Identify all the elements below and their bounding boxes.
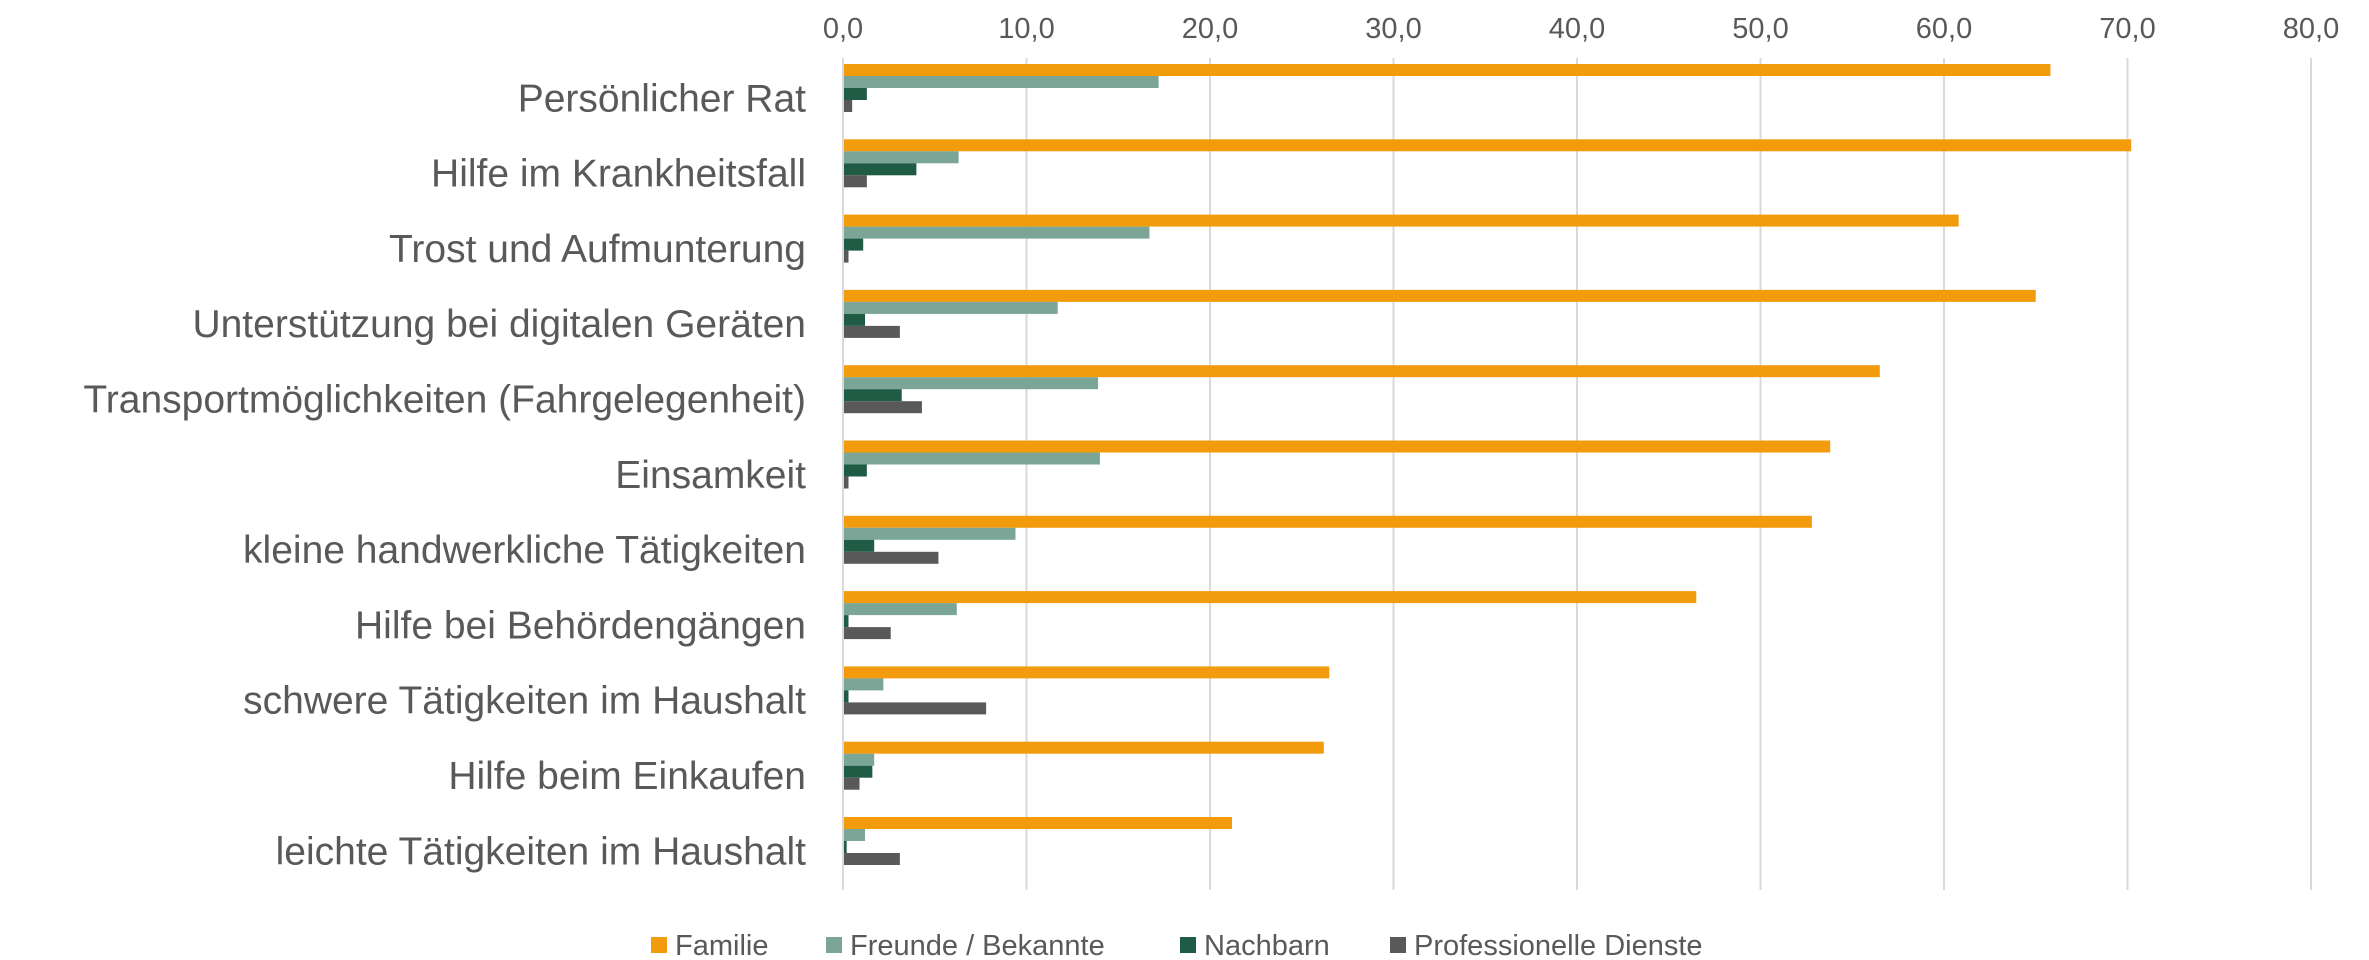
x-tick-label: 40,0	[1549, 13, 1605, 45]
bar-professionelle-dienste	[843, 476, 849, 489]
x-tick-label: 50,0	[1732, 13, 1788, 45]
bar-professionelle-dienste	[843, 175, 867, 188]
x-axis-tick-labels: 0,0 10,0 20,0 30,0 40,0 50,0 60,0 70,0 80,0	[823, 13, 2339, 45]
x-tick-label: 60,0	[1916, 13, 1972, 45]
bar-nachbarn	[843, 389, 902, 402]
bar-freunde-bekannte	[843, 829, 866, 841]
bar-nachbarn	[843, 464, 867, 477]
bar-familie	[843, 64, 2051, 76]
legend-label: Nachbarn	[1204, 930, 1330, 960]
bar-freunde-bekannte	[843, 452, 1100, 465]
bar-professionelle-dienste	[843, 401, 922, 414]
bar-nachbarn	[843, 88, 867, 100]
legend-swatch	[651, 937, 667, 953]
bar-nachbarn	[843, 238, 864, 251]
bar-professionelle-dienste	[843, 100, 853, 112]
x-tick-label: 80,0	[2283, 13, 2339, 45]
bar-professionelle-dienste	[843, 627, 891, 640]
bar-familie	[843, 817, 1233, 829]
legend: Familie Freunde / Bekannte Nachbarn Profess…	[651, 930, 1703, 960]
bar-familie	[843, 440, 1831, 453]
legend-swatch	[1390, 937, 1406, 953]
bar-freunde-bekannte	[843, 226, 1150, 239]
bar-familie	[843, 591, 1697, 604]
bar-familie	[843, 139, 2132, 152]
category-label: Trost und Aufmunterung	[389, 228, 806, 271]
bar-nachbarn	[843, 765, 873, 778]
gridlines	[1025, 58, 2312, 890]
category-label: Transportmöglichkeiten (Fahrgelegenheit)	[83, 378, 806, 421]
bar-freunde-bekannte	[843, 678, 884, 691]
legend-swatch	[1180, 937, 1196, 953]
bar-nachbarn	[843, 841, 847, 853]
category-label: Hilfe beim Einkaufen	[448, 755, 806, 798]
category-label: Einsamkeit	[615, 454, 806, 497]
bar-freunde-bekannte	[843, 301, 1058, 314]
category-label: kleine handwerkliche Tätigkeiten	[243, 529, 806, 572]
category-label: Unterstützung bei digitalen Geräten	[192, 303, 806, 346]
legend-label: Freunde / Bekannte	[850, 930, 1105, 960]
category-label: leichte Tätigkeiten im Haushalt	[276, 830, 807, 873]
legend-label: Professionelle Dienste	[1414, 930, 1703, 960]
bar-nachbarn	[843, 615, 849, 628]
bar-nachbarn	[843, 163, 917, 176]
bar-nachbarn	[843, 690, 849, 703]
bar-freunde-bekannte	[843, 603, 957, 616]
legend-label: Familie	[675, 930, 768, 960]
bar-nachbarn	[843, 539, 875, 552]
bar-familie	[843, 289, 2036, 302]
x-tick-label: 30,0	[1365, 13, 1421, 45]
bar-professionelle-dienste	[843, 702, 987, 715]
x-tick-label: 20,0	[1182, 13, 1238, 45]
category-label: Hilfe im Krankheitsfall	[431, 153, 806, 196]
bar-nachbarn	[843, 313, 866, 326]
legend-swatch	[826, 937, 842, 953]
bar-familie	[843, 666, 1330, 679]
bar-professionelle-dienste	[843, 325, 900, 338]
bar-familie	[843, 214, 1959, 227]
bar-familie	[843, 515, 1812, 528]
bar-familie	[843, 741, 1324, 754]
bar-freunde-bekannte	[843, 527, 1016, 540]
bar-freunde-bekannte	[843, 151, 959, 164]
bar-professionelle-dienste	[843, 551, 939, 564]
x-tick-label: 70,0	[2099, 13, 2155, 45]
bar-freunde-bekannte	[843, 377, 1099, 390]
bar-professionelle-dienste	[843, 777, 860, 790]
bar-freunde-bekannte	[843, 753, 875, 766]
bar-familie	[843, 365, 1880, 378]
bar-professionelle-dienste	[843, 250, 849, 263]
bars	[843, 64, 2132, 865]
bar-professionelle-dienste	[843, 853, 900, 865]
x-tick-label: 0,0	[823, 13, 863, 45]
x-tick-label: 10,0	[998, 13, 1054, 45]
category-label: Persönlicher Rat	[518, 77, 806, 120]
category-label: Hilfe bei Behördengängen	[355, 604, 806, 647]
category-labels: Persönlicher Rat Hilfe im Krankheitsfall T…	[83, 77, 806, 873]
bar-freunde-bekannte	[843, 76, 1159, 88]
category-label: schwere Tätigkeiten im Haushalt	[243, 680, 806, 723]
